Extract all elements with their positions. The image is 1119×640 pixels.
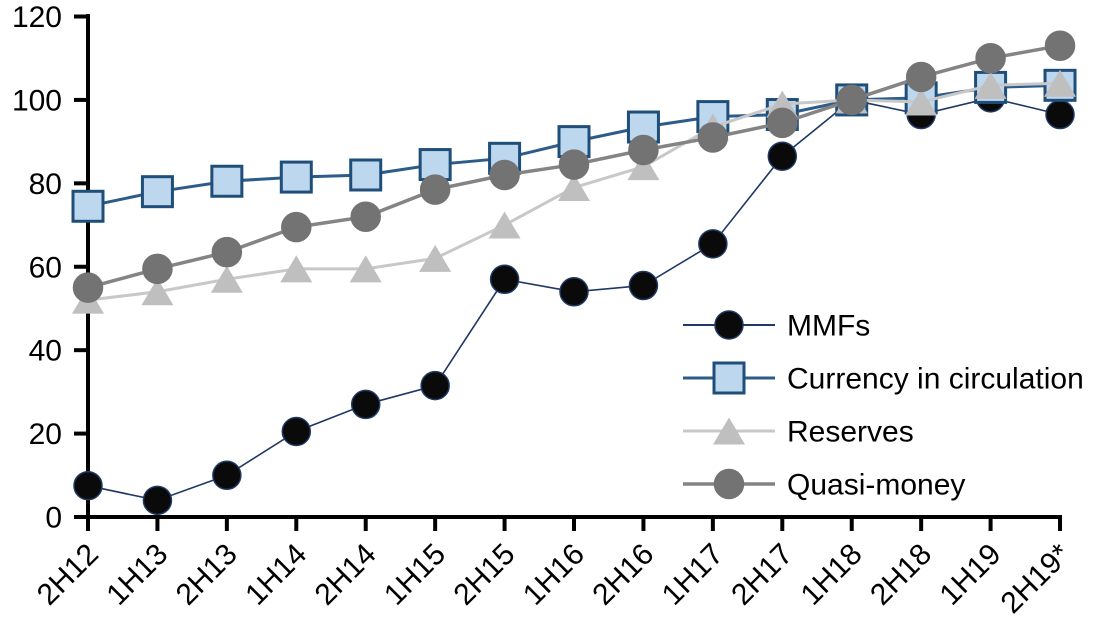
data-point-quasi-money-2h13	[211, 236, 243, 268]
legend-item-mmfs: MMFs	[683, 310, 870, 343]
data-point-mmfs-2h15	[489, 264, 520, 295]
data-point-mmfs-2h16	[628, 270, 659, 301]
x-tick-label-1h17: 1H17	[656, 538, 730, 612]
data-point-quasi-money-1h14	[281, 211, 312, 243]
legend: MMFs Currency in circulation Reserves Quasi…	[683, 310, 1084, 502]
data-point-currency-in-circulation-1h14	[279, 160, 313, 194]
x-tick-label-1h13: 1H13	[100, 538, 174, 612]
data-point-mmfs-1h14	[281, 416, 312, 447]
data-point-reserves-2h14	[349, 255, 382, 283]
y-tick-label-60: 60	[29, 251, 62, 284]
data-point-currency-in-circulation-2h13	[210, 164, 244, 198]
x-tick-label-1h16: 1H16	[517, 538, 591, 612]
data-point-reserves-2h13	[210, 265, 243, 293]
data-point-mmfs-1h13	[142, 485, 173, 516]
data-point-mmfs-2h17	[767, 141, 798, 171]
data-point-currency-in-circulation-2h14	[349, 158, 383, 192]
data-point-quasi-money-2h16	[628, 134, 659, 166]
y-tick-label-20: 20	[29, 418, 62, 451]
legend-marker-circle	[714, 310, 744, 340]
data-point-quasi-money-1h19	[975, 42, 1006, 74]
x-tick-label-2h12: 2H12	[31, 538, 105, 612]
y-tick-label-40: 40	[29, 335, 62, 368]
series-quasi-money	[72, 30, 1076, 303]
data-point-reserves-2h18	[905, 88, 938, 116]
data-point-currency-in-circulation-2h12	[71, 189, 105, 223]
legend-marker-triangle	[713, 417, 745, 445]
legend-item-reserves: Reserves	[683, 416, 914, 449]
legend-label-reserves: Reserves	[787, 416, 914, 449]
data-point-quasi-money-2h18	[905, 61, 937, 93]
data-point-quasi-money-2h17	[767, 107, 798, 139]
data-point-reserves-1h14	[280, 255, 313, 283]
x-tick-label-2h17: 2H17	[725, 538, 799, 612]
data-point-quasi-money-2h15	[489, 159, 520, 191]
x-tick-label-2h13: 2H13	[170, 538, 244, 612]
legend-marker-circle	[713, 468, 745, 500]
data-point-reserves-1h13	[141, 278, 174, 306]
x-tick-label-2h15: 2H15	[447, 538, 521, 612]
data-point-reserves-1h15	[419, 244, 452, 272]
legend-item-currency-in-circulation: Currency in circulation	[683, 361, 1084, 396]
data-point-reserves-2h16	[627, 153, 660, 181]
y-tick-label-100: 100	[12, 84, 62, 117]
data-point-reserves-1h16	[558, 174, 591, 202]
data-point-mmfs-1h15	[420, 370, 450, 401]
data-point-reserves-1h19	[974, 71, 1007, 99]
data-point-reserves-2h15	[488, 211, 521, 239]
data-point-mmfs-2h19	[1045, 99, 1075, 130]
legend-label-mmfs: MMFs	[787, 310, 870, 343]
data-point-quasi-money-1h15	[419, 174, 451, 205]
y-tick-label-0: 0	[45, 502, 62, 535]
x-tick-label-1h15: 1H15	[378, 538, 452, 612]
legend-label-currency-in-circulation: Currency in circulation	[787, 363, 1084, 396]
legend-marker-square	[712, 361, 746, 395]
data-point-quasi-money-1h18	[836, 84, 867, 116]
data-point-mmfs-2h12	[73, 470, 103, 501]
x-tick-label-2h16: 2H16	[586, 538, 660, 612]
data-point-mmfs-2h14	[350, 389, 381, 420]
data-point-quasi-money-2h19	[1044, 30, 1076, 61]
data-point-mmfs-2h13	[212, 460, 242, 491]
x-tick-label-2h19: 2H19*	[995, 537, 1078, 620]
y-tick-label-80: 80	[29, 168, 62, 201]
legend-label-quasi-money: Quasi-money	[787, 469, 965, 502]
data-point-quasi-money-2h12	[72, 272, 104, 303]
data-point-quasi-money-1h13	[142, 253, 173, 285]
y-tick-label-120: 120	[12, 1, 62, 34]
legend-item-quasi-money: Quasi-money	[683, 469, 965, 502]
data-point-quasi-money-2h14	[350, 201, 381, 232]
x-tick-label-2h14: 2H14	[309, 538, 383, 612]
x-tick-label-1h14: 1H14	[239, 538, 313, 612]
x-tick-label-1h18: 1H18	[795, 538, 869, 612]
data-point-quasi-money-1h17	[697, 122, 729, 153]
data-point-mmfs-1h17	[698, 229, 728, 259]
data-point-reserves-2h19	[1044, 69, 1077, 97]
data-point-currency-in-circulation-1h13	[140, 175, 174, 209]
x-tick-label-1h19: 1H19	[933, 538, 1007, 612]
data-point-mmfs-1h16	[559, 277, 589, 307]
x-tick-label-2h18: 2H18	[864, 538, 938, 612]
data-point-quasi-money-1h16	[558, 149, 590, 180]
